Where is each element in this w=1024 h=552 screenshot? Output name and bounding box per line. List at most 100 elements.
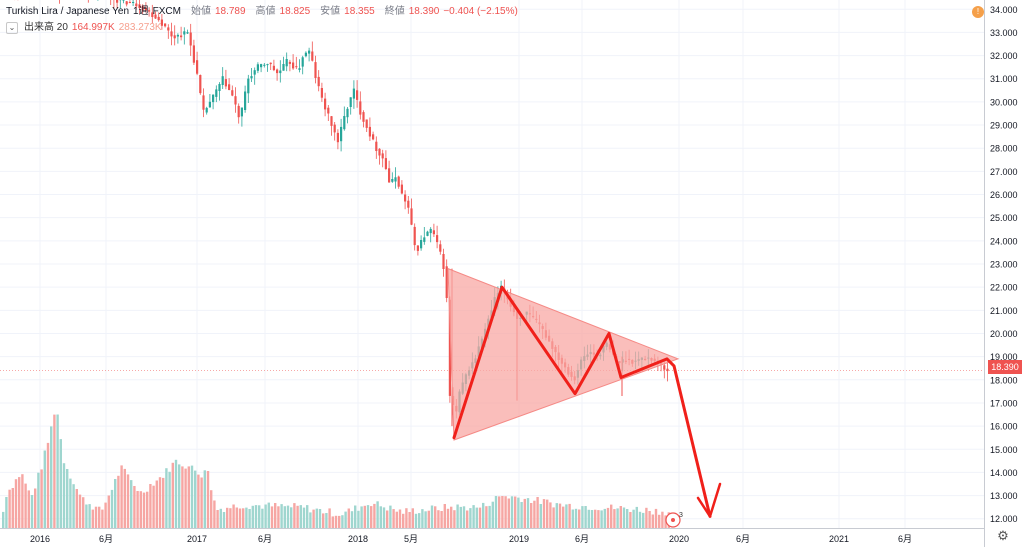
volume-bar	[200, 478, 202, 529]
volume-bar	[520, 502, 522, 528]
candle-body	[273, 66, 275, 70]
volume-bar	[348, 509, 350, 529]
source-label: FXCM	[153, 4, 181, 20]
volume-bar	[136, 491, 138, 528]
volume-bar	[172, 463, 174, 528]
candle-body	[378, 149, 380, 156]
y-tick-label: 15.000	[990, 445, 1018, 455]
volume-bar	[236, 508, 238, 529]
volume-bar	[53, 415, 55, 528]
volume-bar	[383, 507, 385, 528]
volume-bar	[367, 505, 369, 528]
volume-bar	[207, 471, 209, 528]
volume-bar	[213, 501, 215, 529]
candle-body	[199, 75, 201, 93]
y-tick-label: 20.000	[990, 329, 1018, 339]
candle-body	[407, 201, 409, 208]
volume-bar	[645, 508, 647, 528]
candle-body	[369, 127, 371, 137]
interval-label[interactable]: 1週	[133, 4, 149, 20]
volume-bar	[287, 506, 289, 528]
chevron-down-icon[interactable]: ⌄	[6, 22, 18, 34]
volume-bar	[255, 505, 257, 528]
symbol-title[interactable]: Turkish Lira / Japanese Yen	[6, 4, 129, 20]
volume-bar	[565, 504, 567, 528]
volume-bar	[572, 510, 574, 529]
x-tick-label: 2016	[30, 534, 50, 544]
candle-body	[298, 68, 300, 70]
candle-body	[436, 235, 438, 242]
volume-bar	[85, 505, 87, 529]
volume-bar	[18, 477, 20, 528]
gear-icon[interactable]: ⚙	[996, 529, 1010, 543]
volume-bar	[412, 508, 414, 528]
volume-bar	[95, 507, 97, 528]
volume-label[interactable]: 出来高 20	[24, 20, 68, 36]
x-tick-label: 6月	[575, 534, 589, 544]
candle-body	[302, 57, 304, 66]
volume-bar	[581, 506, 583, 528]
x-tick-label: 2020	[669, 534, 689, 544]
y-tick-label: 24.000	[990, 236, 1018, 246]
volume-bar	[597, 510, 599, 528]
volume-bar	[178, 464, 180, 528]
candle-body	[356, 90, 358, 100]
volume-bar	[632, 510, 634, 528]
volume-bar	[92, 510, 94, 528]
last-price-tag: 18.390	[988, 360, 1022, 374]
x-tick-label: 6月	[736, 534, 750, 544]
volume-bar	[364, 506, 366, 528]
candle-body	[215, 89, 217, 97]
candle-body	[311, 52, 313, 61]
candle-body	[375, 142, 377, 151]
volume-bar	[303, 508, 305, 528]
volume-bar	[600, 510, 602, 528]
volume-bar	[204, 470, 206, 528]
candle-body	[254, 70, 256, 74]
volume-bar	[261, 509, 263, 528]
candle-body	[401, 185, 403, 194]
volume-bar	[623, 508, 625, 529]
volume-bar	[418, 513, 420, 528]
candle-body	[225, 79, 227, 86]
volume-bar	[120, 465, 122, 528]
volume-bar	[312, 510, 314, 528]
candle-body	[206, 108, 208, 113]
candle-body	[414, 227, 416, 245]
candle-body	[295, 66, 297, 67]
candle-body	[388, 168, 390, 182]
volume-bar	[620, 506, 622, 528]
high-label: 高値	[256, 4, 276, 20]
candle-body	[663, 365, 665, 369]
candle-body	[324, 99, 326, 110]
volume-bar	[380, 506, 382, 528]
candle-body	[202, 95, 204, 109]
volume-bar	[162, 478, 164, 528]
y-tick-label: 18.000	[990, 375, 1018, 385]
events-badge[interactable]: 3	[664, 510, 684, 530]
volume-bar	[124, 469, 126, 528]
candle-body	[391, 179, 393, 182]
volume-bar	[31, 495, 33, 528]
volume-bar	[248, 509, 250, 528]
volume-bar	[56, 415, 58, 529]
alert-icon[interactable]: !	[972, 6, 984, 18]
volume-bar	[655, 509, 657, 528]
volume-bar	[511, 496, 513, 528]
candle-body	[244, 92, 246, 111]
volume-bar	[239, 509, 241, 529]
volume-bar	[60, 439, 62, 528]
volume-bar	[258, 505, 260, 528]
volume-bar	[108, 496, 110, 529]
candle-body	[394, 177, 396, 181]
volume-bar	[648, 511, 650, 528]
volume-bar	[351, 511, 353, 528]
volume-bar	[396, 512, 398, 528]
candle-body	[362, 112, 364, 122]
volume-bar	[12, 488, 14, 528]
volume-bar	[456, 505, 458, 529]
volume-bar	[159, 477, 161, 528]
volume-bar	[194, 471, 196, 528]
